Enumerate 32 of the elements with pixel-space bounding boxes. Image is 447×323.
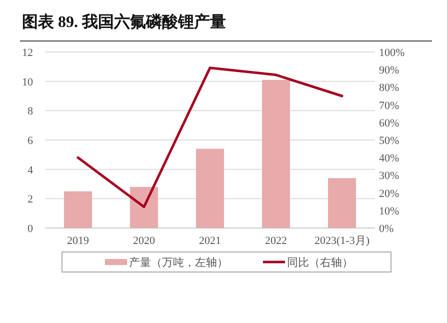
- y2-tick-label: 20%: [379, 188, 400, 200]
- y-tick-label: 10: [22, 76, 34, 88]
- y2-tick-label: 30%: [379, 170, 400, 182]
- y-tick-label: 6: [28, 135, 34, 147]
- x-tick-label: 2022: [265, 235, 287, 247]
- y2-tick-label: 10%: [379, 205, 400, 218]
- bar: [328, 178, 356, 228]
- y-tick-label: 0: [28, 223, 34, 235]
- legend-label: 产量（万吨，左轴）: [129, 256, 228, 269]
- bar: [130, 186, 158, 228]
- x-tick-label: 2019: [67, 235, 90, 247]
- line-series: [76, 66, 344, 208]
- y2-tick-label: 50%: [379, 135, 400, 147]
- y2-tick-label: 80%: [379, 82, 400, 94]
- y-tick-label: 12: [22, 47, 33, 59]
- y-tick-label: 8: [28, 106, 34, 118]
- y-tick-label: 2: [28, 194, 33, 206]
- x-tick-label: 2023(1-3月): [314, 235, 370, 247]
- y2-tick-label: 60%: [379, 117, 400, 130]
- y2-tick-label: 0%: [379, 223, 394, 235]
- bar: [64, 191, 92, 228]
- x-tick-label: 2021: [199, 235, 221, 247]
- y-tick-label: 4: [28, 164, 34, 176]
- chart-title: 图表 89. 我国六氟磷酸锂产量: [22, 13, 226, 31]
- y2-tick-label: 70%: [379, 100, 400, 112]
- y2-tick-label: 100%: [379, 47, 405, 59]
- y2-tick-label: 40%: [379, 152, 400, 165]
- y2-tick-label: 90%: [379, 64, 400, 77]
- bar: [196, 148, 224, 228]
- x-tick-label: 2020: [133, 235, 156, 247]
- legend-label: 同比（右轴）: [287, 256, 353, 269]
- bar: [262, 80, 290, 228]
